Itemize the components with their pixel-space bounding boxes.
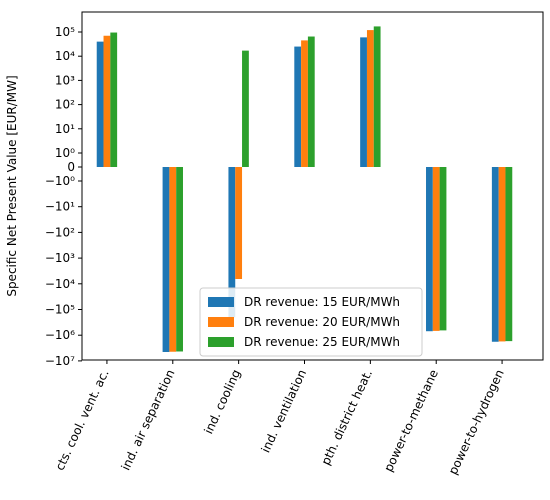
x-tick-label: power-to-methane bbox=[381, 367, 441, 474]
x-tick-label: power-to-hydrogen bbox=[446, 367, 507, 476]
x-tick-label: cts. cool. vent. ac. bbox=[53, 367, 112, 472]
y-tick-label: −10⁵ bbox=[45, 303, 75, 317]
x-tick-label: ind. ventilation bbox=[258, 367, 309, 454]
legend-swatch bbox=[208, 337, 234, 347]
y-tick-label: −10² bbox=[45, 225, 75, 239]
legend-box bbox=[199, 287, 423, 357]
y-tick-label: 10⁰ bbox=[55, 146, 75, 160]
bar bbox=[426, 167, 433, 332]
y-tick-label: −10⁰ bbox=[45, 174, 75, 188]
y-tick-label: 10³ bbox=[55, 73, 75, 87]
bar bbox=[439, 167, 447, 331]
bar bbox=[307, 36, 315, 167]
bar bbox=[96, 41, 104, 167]
bar bbox=[491, 167, 499, 342]
bar bbox=[505, 167, 513, 342]
bar bbox=[373, 26, 381, 167]
legend-entry-label: DR revenue: 20 EUR/MWh bbox=[244, 315, 400, 329]
bar bbox=[360, 37, 367, 167]
x-tick-label: pth. district heat. bbox=[319, 367, 376, 467]
plot-frame bbox=[81, 11, 544, 361]
y-tick-label: −10¹ bbox=[45, 200, 75, 214]
bar bbox=[301, 40, 308, 167]
x-tick-label: ind. air separation bbox=[119, 367, 178, 472]
bar bbox=[110, 32, 118, 167]
bar bbox=[366, 30, 374, 167]
bar bbox=[242, 50, 249, 167]
bar bbox=[228, 167, 236, 318]
y-axis-title: Specific Net Present Value [EUR/MW] bbox=[5, 75, 19, 296]
bar bbox=[294, 46, 302, 167]
y-tick-label: 10⁵ bbox=[55, 25, 75, 39]
y-tick-label: 0 bbox=[67, 160, 75, 174]
x-axis: cts. cool. vent. ac. ind. air separation i… bbox=[53, 360, 507, 477]
bar bbox=[103, 35, 111, 167]
bar bbox=[498, 167, 506, 342]
bar bbox=[169, 167, 177, 352]
bar bbox=[432, 167, 440, 331]
y-tick-label: −10³ bbox=[45, 251, 75, 265]
y-tick-label: 10² bbox=[55, 98, 75, 112]
legend: DR revenue: 15 EUR/MWh DR revenue: 20 EUR… bbox=[199, 287, 423, 357]
bar bbox=[176, 167, 183, 352]
bar bbox=[162, 167, 170, 352]
legend-swatch bbox=[208, 297, 234, 307]
legend-entry-label: DR revenue: 25 EUR/MWh bbox=[244, 335, 400, 349]
bar bbox=[235, 167, 243, 279]
y-tick-label: −10⁶ bbox=[45, 328, 75, 342]
y-tick-label: 10¹ bbox=[55, 122, 75, 136]
legend-swatch bbox=[208, 317, 234, 327]
y-tick-label: 10⁴ bbox=[55, 49, 75, 63]
y-tick-label: −10⁷ bbox=[45, 354, 75, 368]
y-tick-label: −10⁴ bbox=[45, 277, 75, 291]
x-tick-label: ind. cooling bbox=[201, 367, 243, 436]
legend-entry-label: DR revenue: 15 EUR/MWh bbox=[244, 295, 400, 309]
bars-group bbox=[96, 26, 513, 352]
